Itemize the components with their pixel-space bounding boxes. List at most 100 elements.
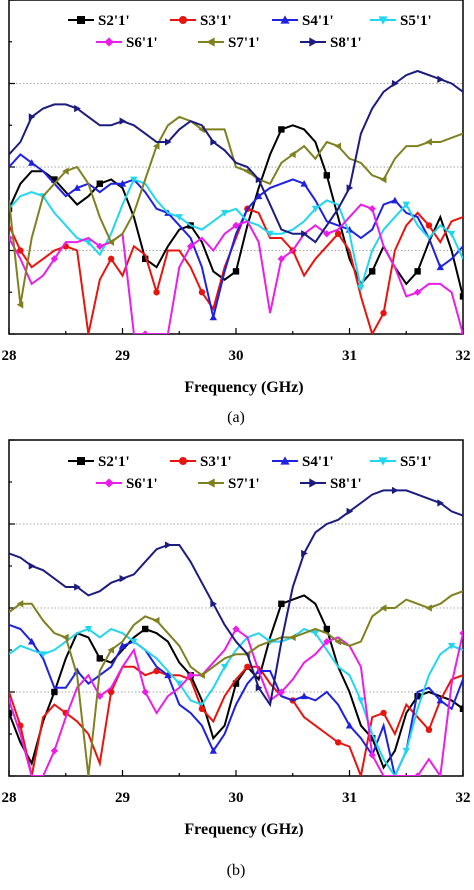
data-point: [357, 285, 365, 292]
data-point: [391, 196, 399, 204]
legend-marker: [77, 457, 85, 465]
legend-item: S4'1': [272, 13, 334, 29]
data-point: [210, 138, 217, 146]
data-point: [391, 486, 399, 495]
data-point: [62, 167, 69, 175]
series-s51: [9, 626, 463, 776]
legend-label: S2'1': [98, 13, 130, 29]
data-point: [334, 230, 342, 237]
series-line: [9, 115, 463, 305]
data-point: [437, 75, 444, 84]
legend-item: S3'1': [170, 454, 232, 470]
data-point: [9, 709, 13, 717]
data-point: [266, 230, 274, 238]
legend-marker: [280, 15, 290, 24]
x-tick-label: 32: [456, 790, 471, 806]
data-point: [96, 655, 103, 662]
legend: S2'1' S3'1' S4'1' S5'1' S6'1' S7'1' S8'1': [68, 13, 432, 51]
series-line: [9, 69, 463, 244]
data-point: [413, 772, 422, 776]
data-point: [164, 138, 172, 146]
data-point: [9, 696, 13, 705]
data-point: [142, 625, 149, 633]
x-tick-label: 30: [229, 790, 244, 806]
data-point: [368, 751, 376, 759]
subfigure-caption: (a): [227, 409, 245, 426]
data-point: [107, 646, 115, 654]
data-point: [198, 289, 206, 296]
data-point: [346, 507, 354, 516]
x-tick-label: 29: [115, 790, 130, 806]
data-point: [323, 637, 331, 646]
legend: S2'1' S3'1' S4'1' S5'1' S6'1' S7'1' S8'1': [68, 454, 432, 492]
legend-marker: [104, 37, 114, 47]
data-point: [74, 583, 81, 591]
data-point: [346, 184, 354, 192]
data-point: [198, 671, 205, 679]
data-point: [107, 688, 115, 696]
data-point: [301, 549, 308, 558]
legend-label: S5'1': [400, 13, 432, 29]
subfigure-caption: (b): [227, 862, 246, 879]
legend-item: S6'1': [96, 476, 158, 492]
data-point: [255, 192, 263, 200]
data-point: [379, 175, 387, 184]
data-point: [278, 600, 285, 607]
data-point: [74, 104, 81, 113]
data-point: [289, 633, 296, 642]
series-line: [9, 627, 463, 776]
x-tick-label: 28: [2, 348, 17, 364]
legend-marker: [206, 37, 215, 47]
data-point: [210, 600, 217, 608]
data-point: [51, 176, 58, 183]
legend-label: S7'1': [228, 35, 260, 51]
data-point: [402, 201, 410, 209]
data-point: [17, 247, 24, 254]
x-tick-label: 31: [342, 790, 357, 806]
data-point: [345, 721, 354, 729]
legend-marker: [179, 457, 187, 465]
legend-marker: [280, 456, 290, 465]
data-point: [402, 747, 410, 755]
data-point: [96, 242, 104, 251]
data-point: [119, 117, 127, 125]
legend-item: S5'1': [370, 13, 432, 29]
series-s61: [9, 625, 463, 776]
data-point: [232, 625, 240, 633]
legend-item: S5'1': [370, 454, 432, 470]
data-point: [130, 176, 138, 184]
data-point: [28, 562, 36, 570]
data-point: [323, 625, 330, 633]
data-point: [186, 242, 195, 251]
series-line: [9, 153, 463, 318]
data-point: [152, 616, 160, 625]
legend-item: S2'1': [68, 454, 130, 470]
data-point: [50, 255, 59, 263]
series-line: [9, 489, 463, 708]
data-point: [153, 289, 160, 296]
data-point: [152, 142, 160, 150]
data-point: [277, 688, 286, 696]
data-point: [28, 637, 36, 645]
legend-marker: [179, 16, 187, 24]
data-point: [459, 629, 463, 637]
plot-area: [9, 69, 463, 334]
data-point: [164, 671, 172, 679]
data-point: [244, 663, 251, 670]
legend-label: S6'1': [126, 35, 158, 51]
data-point: [311, 205, 320, 213]
data-point: [369, 268, 376, 275]
legend-marker: [309, 37, 318, 47]
data-point: [175, 214, 183, 221]
series-s31: [9, 205, 463, 334]
series-s81: [9, 69, 463, 244]
data-point: [73, 184, 81, 191]
legend-label: S8'1': [330, 476, 362, 492]
data-point: [459, 330, 463, 334]
legend-item: S6'1': [96, 35, 158, 51]
legend-item: S4'1': [272, 454, 334, 470]
data-point: [289, 150, 296, 159]
data-point: [107, 255, 115, 263]
series-line: [9, 623, 463, 776]
data-point: [84, 239, 93, 246]
